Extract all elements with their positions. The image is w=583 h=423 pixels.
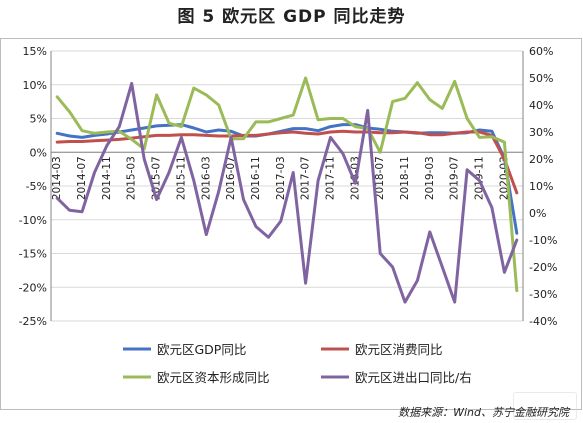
y-left-tick-label: 5% [30, 113, 47, 126]
y-right-tick-label: -30% [529, 288, 557, 301]
y-right-tick-label: 40% [529, 99, 553, 112]
y-left-tick-label: -20% [19, 281, 47, 294]
legend-label: 欧元区消费同比 [355, 342, 443, 357]
x-tick-label: 2017-11 [324, 156, 336, 200]
y-right-tick-label: -40% [529, 315, 557, 328]
y-right-tick-label: 50% [529, 72, 553, 85]
y-left-tick-label: 15% [23, 45, 47, 58]
x-tick-label: 2017-07 [300, 156, 312, 200]
watermark-logo [513, 392, 577, 420]
series-line-4 [55, 81, 519, 304]
y-right-tick-label: -20% [529, 261, 557, 274]
y-right-tick-label: 20% [529, 153, 553, 166]
x-tick-label: 2019-07 [449, 156, 461, 200]
series-line-2 [55, 129, 519, 195]
y-left-tick-label: -5% [26, 180, 47, 193]
legend-label: 欧元区GDP同比 [157, 342, 246, 357]
x-tick-label: 2016-07 [225, 156, 237, 200]
x-tick-label: 2014-03 [51, 156, 63, 200]
x-tick-label: 2015-11 [175, 156, 187, 200]
x-tick-label: 2018-11 [399, 156, 411, 200]
y-left-tick-label: -25% [19, 315, 47, 328]
x-tick-label: 2015-03 [126, 156, 138, 200]
source-note: 数据来源：Wind、苏宁金融研究院 [398, 406, 569, 419]
x-tick-label: 2014-11 [101, 156, 113, 200]
y-right-tick-label: 60% [529, 45, 553, 58]
y-right-tick-label: 0% [529, 207, 546, 220]
y-left-tick-label: -15% [19, 248, 47, 261]
y-left-tick-label: -10% [19, 214, 47, 227]
line-chart: 15% 10% 5% 0% -5% -10% -15% -20% -25% 60% 50% 40% 30… [19, 45, 558, 385]
y-right-tick-label: -10% [529, 234, 557, 247]
y-right-tick-label: 10% [529, 180, 553, 193]
chart-frame: 15% 10% 5% 0% -5% -10% -15% -20% -25% 60% 50% 40% 30… [0, 38, 582, 410]
legend-label: 欧元区资本形成同比 [157, 370, 270, 385]
x-tick-label: 2017-03 [275, 156, 287, 200]
series-line-3 [55, 76, 519, 293]
series-line-1 [55, 123, 519, 235]
x-tick-label: 2019-03 [424, 156, 436, 200]
chart-title: 图 5 欧元区 GDP 同比走势 [177, 7, 406, 27]
legend-label: 欧元区进出口同比/右 [355, 370, 472, 385]
x-tick-label: 2014-07 [76, 156, 88, 200]
x-tick-label: 2016-11 [250, 156, 262, 200]
y-left-tick-label: 10% [23, 79, 47, 92]
x-tick-label: 2016-03 [200, 156, 212, 200]
y-right-tick-label: 30% [529, 126, 553, 139]
x-tick-label: 2018-07 [374, 156, 386, 200]
y-left-tick-label: 0% [30, 146, 47, 159]
